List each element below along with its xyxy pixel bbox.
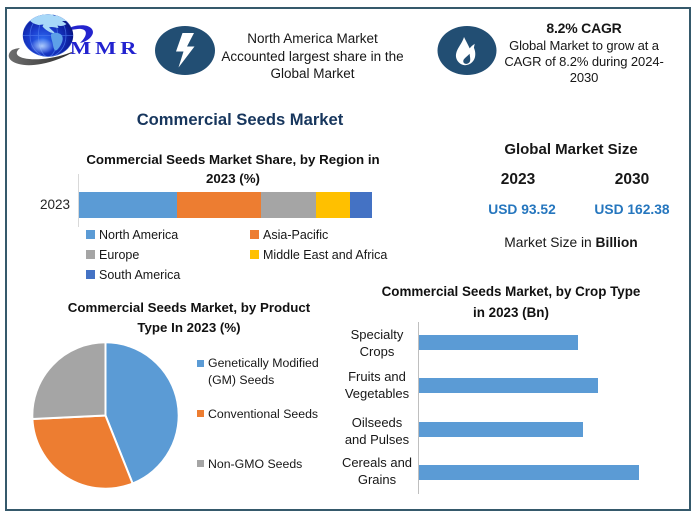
svg-text:MMR: MMR <box>70 39 141 58</box>
